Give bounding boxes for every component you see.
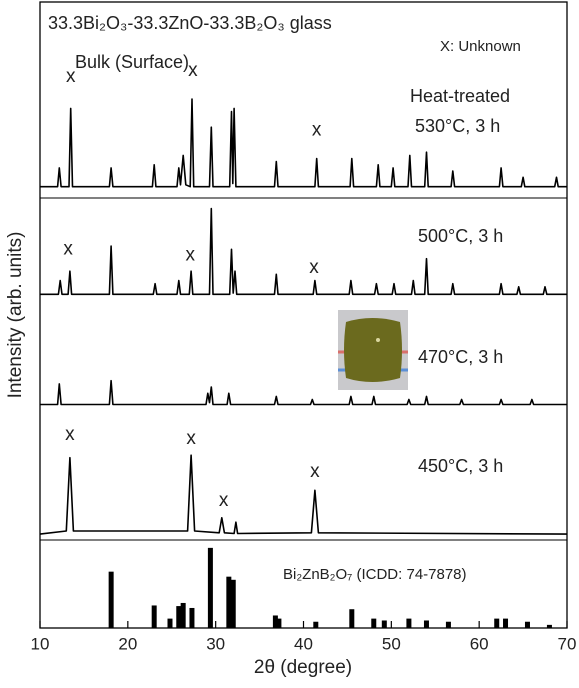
- pattern-line: [40, 98, 567, 188]
- sample-photo: [338, 310, 408, 390]
- x-tick-label: 40: [294, 634, 313, 653]
- reference-stick: [272, 615, 278, 628]
- reference-stick: [371, 618, 377, 628]
- reference-stick: [381, 620, 387, 628]
- peak-marker: x: [185, 245, 195, 266]
- series-label: 450°C, 3 h: [418, 456, 503, 476]
- x-tick-label: 50: [382, 634, 401, 653]
- peak-marker: x: [312, 119, 322, 140]
- group-label: Heat-treated: [410, 86, 510, 106]
- reference-stick: [207, 547, 213, 628]
- peak-marker: x: [309, 257, 319, 278]
- series-label: 470°C, 3 h: [418, 347, 503, 367]
- reference-stick: [226, 576, 232, 628]
- reference-stick: [276, 618, 282, 628]
- reference-stick: [546, 624, 552, 628]
- x-tick-label: 30: [206, 634, 225, 653]
- peak-marker: x: [219, 490, 229, 511]
- peak-marker: x: [63, 238, 73, 259]
- x-axis-label: 2θ (degree): [254, 657, 352, 678]
- reference-label: Bi₂ZnB₂O₇ (ICDD: 74-7878): [283, 566, 467, 583]
- pattern-line: [40, 379, 567, 406]
- x-tick-label: 10: [31, 634, 50, 653]
- peak-marker: x: [186, 428, 196, 449]
- reference-stick: [176, 606, 182, 628]
- peak-marker: x: [66, 66, 76, 87]
- peak-marker: x: [65, 424, 75, 445]
- reference-stick: [108, 571, 114, 628]
- reference-stick: [349, 609, 355, 628]
- chart-title: 33.3Bi₂O₃-33.3ZnO-33.3B₂O₃ glass: [48, 13, 332, 33]
- peak-marker: x: [310, 461, 320, 482]
- reference-stick: [503, 618, 509, 628]
- reference-stick: [406, 618, 412, 628]
- reference-stick: [445, 621, 451, 628]
- reference-stick: [189, 607, 195, 628]
- pattern-line: [40, 207, 567, 296]
- peak-marker: x: [188, 60, 198, 81]
- reference-stick: [524, 621, 530, 628]
- reference-stick: [230, 579, 236, 628]
- series-label: 500°C, 3 h: [418, 226, 503, 246]
- x-tick-label: 70: [558, 634, 577, 653]
- subtitle: Bulk (Surface): [75, 52, 189, 72]
- series-label: 530°C, 3 h: [415, 116, 500, 136]
- x-tick-label: 60: [470, 634, 489, 653]
- reference-stick: [423, 620, 429, 628]
- reference-stick: [494, 618, 500, 628]
- reference-stick: [151, 605, 157, 628]
- reference-stick: [180, 602, 186, 628]
- legend-note: X: Unknown: [440, 38, 521, 55]
- pattern-line: [39, 454, 568, 535]
- y-axis-label: Intensity (arb. units): [5, 232, 26, 399]
- x-tick-label: 20: [118, 634, 137, 653]
- reference-stick: [313, 621, 319, 628]
- reference-stick: [167, 618, 173, 628]
